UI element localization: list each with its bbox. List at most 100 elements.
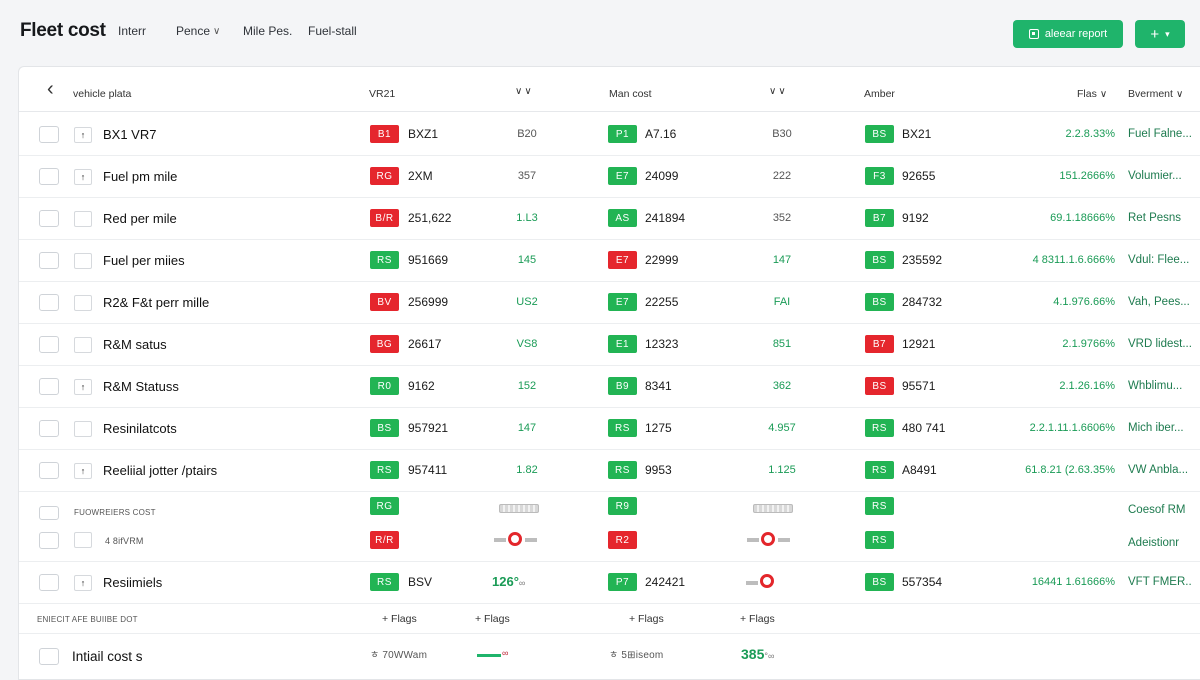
header-vehicle[interactable]: vehicle plata xyxy=(73,88,132,100)
total-spark-icon: ∞ xyxy=(502,648,509,658)
add-button[interactable]: + ▾ xyxy=(1135,20,1185,48)
table-row[interactable]: ↑ Resiimiels RS BSV 126°∞ P7 242421 BS 5… xyxy=(19,562,1200,604)
status-badge: RS xyxy=(370,461,399,479)
status-badge: B7 xyxy=(865,209,894,227)
table-row[interactable]: ↑ R&M Statuss R0 9162 152 B9 8341 362 BS 95571 2.1… xyxy=(19,366,1200,408)
row-checkbox[interactable] xyxy=(39,168,59,185)
total-metric-suffix: °∞ xyxy=(764,651,775,661)
add-flag-button[interactable]: + Flags xyxy=(382,613,417,625)
row-expand[interactable] xyxy=(74,211,92,227)
table-row[interactable]: Fuel per miies RS 951669 145 E7 22999 147 BS 235… xyxy=(19,240,1200,282)
status-badge: BS xyxy=(865,377,894,395)
header-col3[interactable]: Man cost ∨∨ xyxy=(609,86,786,100)
row-value: 256999 xyxy=(408,295,449,309)
row-value: 92655 xyxy=(902,169,936,183)
add-flag-button[interactable]: + Flags xyxy=(740,613,775,625)
row-expand[interactable]: ↑ xyxy=(74,463,92,479)
row-checkbox[interactable] xyxy=(39,294,59,311)
row-value: 251,622 xyxy=(408,211,452,225)
row-percent: 2.2.8.33% xyxy=(1065,128,1115,140)
row-value: 9192 xyxy=(902,211,929,225)
chevron-down-icon: ∨ xyxy=(213,25,221,37)
header-col6[interactable]: Bverment ∨ xyxy=(1128,88,1183,100)
status-badge: RS xyxy=(865,461,894,479)
row-checkbox[interactable] xyxy=(39,210,59,227)
row-metric: B30 xyxy=(772,128,792,140)
row-checkbox[interactable] xyxy=(39,462,59,479)
nav-item-fuel-stall[interactable]: Fuel-stall xyxy=(308,24,357,38)
status-badge: F3 xyxy=(865,167,894,185)
row-expand[interactable]: ↑ xyxy=(74,169,92,185)
table-header: ‹ vehicle plata VR21 ∨∨ Man cost ∨∨ Amber … xyxy=(19,67,1200,112)
row-checkbox[interactable] xyxy=(39,506,59,520)
table-row[interactable]: R2& F&t perr mille BV 256999 US2 E7 22255 FAI B… xyxy=(19,282,1200,324)
table-row[interactable]: ↑ BX1 VR7 B1 BXZ1 B20 P1 A7.16 B30 BS BX21 2.2.8.3… xyxy=(19,114,1200,156)
nav-item-pence[interactable]: Pence ∨ xyxy=(176,24,220,38)
status-badge: E7 xyxy=(608,251,637,269)
row-value: 480 741 xyxy=(902,421,946,435)
nav-item-interr[interactable]: Interr xyxy=(118,24,146,38)
row-note: Volumier... xyxy=(1128,170,1182,182)
row-value: A8491 xyxy=(902,463,937,477)
row-expand[interactable] xyxy=(74,421,92,437)
row-name: Red per mile xyxy=(103,211,177,226)
status-badge: E1 xyxy=(608,335,637,353)
row-percent: 2.1.26.16% xyxy=(1059,380,1115,392)
spark-line xyxy=(477,654,501,657)
status-badge: RS xyxy=(370,251,399,269)
row-note: Whblimu... xyxy=(1128,380,1183,392)
row-note: Mich iber... xyxy=(1128,422,1184,434)
row-value: 22999 xyxy=(645,253,679,267)
row-expand[interactable] xyxy=(74,532,92,548)
total-value: ㅎ 70WWam xyxy=(370,650,428,661)
table-row[interactable]: ↑ Reeliial jotter /ptairs RS 957411 1.82 RS 99… xyxy=(19,450,1200,492)
back-arrow-icon[interactable]: ‹ xyxy=(47,78,54,100)
chevron-down-icon: ∨∨ xyxy=(769,86,788,97)
add-flag-button[interactable]: + Flags xyxy=(475,613,510,625)
header-col5[interactable]: Flas ∨ xyxy=(1077,88,1107,100)
table-row[interactable]: ↑ Fuel pm mile RG 2XM 357 E7 24099 222 F3 92655 15… xyxy=(19,156,1200,198)
group-label: FUOWREIERS COST xyxy=(74,508,156,517)
row-checkbox[interactable] xyxy=(39,420,59,437)
row-checkbox[interactable] xyxy=(39,252,59,269)
row-expand[interactable] xyxy=(74,253,92,269)
row-checkbox[interactable] xyxy=(39,378,59,395)
row-note: VFT FMER.. xyxy=(1128,576,1192,588)
row-checkbox[interactable] xyxy=(39,336,59,353)
row-checkbox[interactable] xyxy=(39,532,59,549)
header-label: VR21 xyxy=(369,88,396,100)
row-checkbox[interactable] xyxy=(39,648,59,665)
status-badge: BS xyxy=(865,573,894,591)
row-value: 26617 xyxy=(408,337,442,351)
header-col4[interactable]: Amber xyxy=(864,88,895,100)
nav-label: Interr xyxy=(118,24,147,38)
status-badge: RS xyxy=(865,497,894,515)
row-expand[interactable]: ↑ xyxy=(74,127,92,143)
row-name: Fuel per miies xyxy=(103,253,185,268)
row-name: Resiimiels xyxy=(103,575,163,590)
table-row[interactable]: R&M satus BG 26617 VS8 E1 12323 851 B7 12921 2.1.… xyxy=(19,324,1200,366)
row-value: 284732 xyxy=(902,295,943,309)
row-expand[interactable]: ↑ xyxy=(74,379,92,395)
status-badge: B1 xyxy=(370,125,399,143)
row-metric: 222 xyxy=(772,170,792,182)
nav-item-mile-pes[interactable]: Mile Pes. xyxy=(243,24,292,38)
row-value: 242421 xyxy=(645,575,686,589)
row-checkbox[interactable] xyxy=(39,574,59,591)
status-badge: RG xyxy=(370,167,399,185)
row-value: 2XM xyxy=(408,169,433,183)
row-checkbox[interactable] xyxy=(39,126,59,143)
status-badge: BS xyxy=(865,125,894,143)
top-bar: Fleet cost Interr Pence ∨ Mile Pes. Fuel-… xyxy=(0,0,1200,64)
row-expand[interactable]: ↑ xyxy=(74,575,92,591)
row-expand[interactable] xyxy=(74,295,92,311)
footer-flags-row: ENIECIT AFE BUIIBE DOT + Flags + Flags +… xyxy=(19,604,1200,634)
table-row[interactable]: Red per mile B/R 251,622 1.L3 AS 241894 352 B7 9… xyxy=(19,198,1200,240)
row-expand[interactable] xyxy=(74,337,92,353)
table-row[interactable]: Resinilatcots BS 957921 147 RS 1275 4.957 RS 480… xyxy=(19,408,1200,450)
report-button[interactable]: aleear report xyxy=(1013,20,1123,48)
row-value: 557354 xyxy=(902,575,943,589)
header-col2[interactable]: VR21 ∨∨ xyxy=(369,86,532,100)
alert-ring-icon xyxy=(508,532,522,546)
add-flag-button[interactable]: + Flags xyxy=(629,613,664,625)
